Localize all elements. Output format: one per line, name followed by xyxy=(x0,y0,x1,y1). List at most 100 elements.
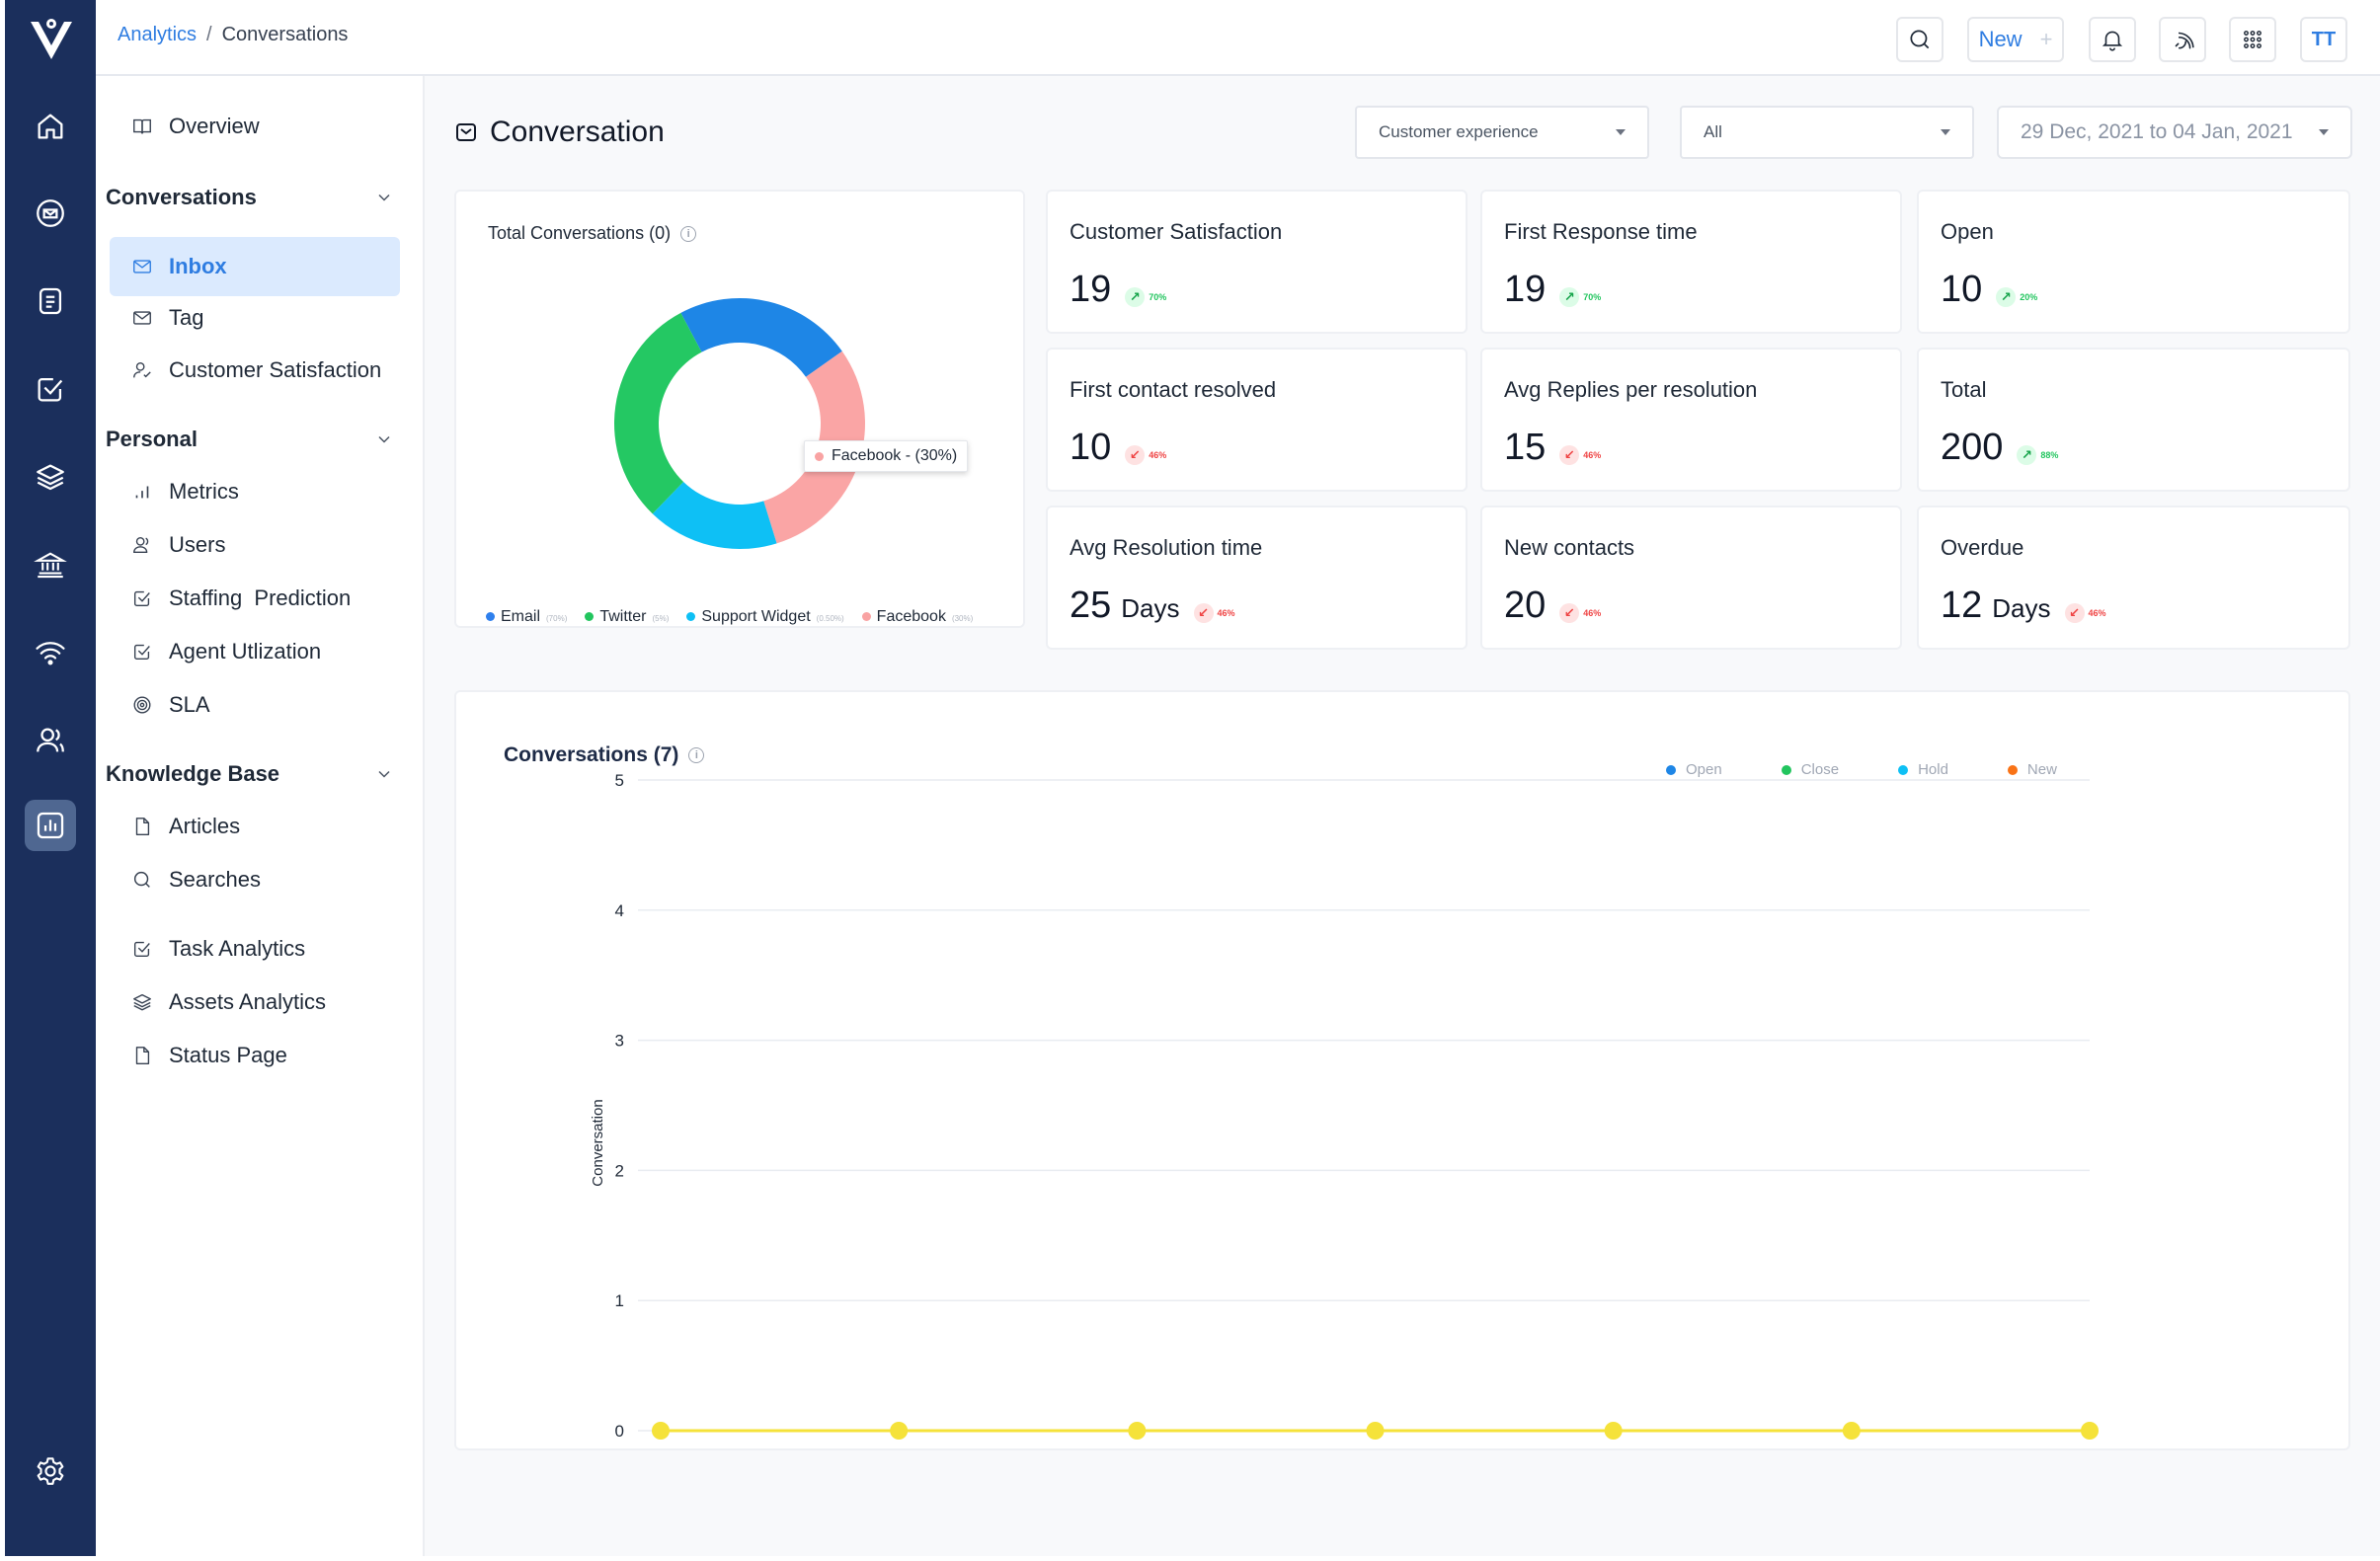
document-icon[interactable] xyxy=(25,275,76,327)
trend-badge: ↙ 46% xyxy=(1559,445,1601,465)
sidebar-item-customer-satisfaction[interactable]: Customer Satisfaction xyxy=(131,355,381,385)
sidebar-item-label: Inbox xyxy=(169,254,227,278)
sidebar-item-tag[interactable]: Tag xyxy=(131,303,203,333)
sidebar-item-label: Tag xyxy=(169,305,204,330)
date-range-picker[interactable]: 29 Dec, 2021 to 04 Jan, 2021 xyxy=(1997,106,2352,159)
bank-icon[interactable] xyxy=(25,539,76,590)
donut-slice[interactable] xyxy=(680,298,842,377)
analytics-icon[interactable] xyxy=(25,800,76,851)
chart-legend-item[interactable]: Close xyxy=(1781,761,1839,778)
legend-item[interactable]: Facebook (30%) xyxy=(861,608,973,626)
stat-card: First Response time 19 ↗ 70% xyxy=(1480,190,1902,334)
sidebar-item-agent-utilization[interactable]: Agent Utlization xyxy=(131,637,321,666)
sidebar-item-status-page[interactable]: Status Page xyxy=(131,1041,287,1070)
sidebar-item-articles[interactable]: Articles xyxy=(131,812,240,841)
donut-legend: Email (70%) Twitter (5%) Support Widget (0.50… xyxy=(486,608,973,626)
apps-grid-button[interactable] xyxy=(2229,17,2276,62)
home-icon[interactable] xyxy=(25,101,76,152)
section-title: Conversations xyxy=(106,185,257,209)
section-conversations[interactable]: Conversations xyxy=(106,183,394,212)
legend-percent: (70%) xyxy=(546,614,568,623)
scope-select[interactable]: All xyxy=(1680,106,1974,159)
legend-item[interactable]: Twitter (5%) xyxy=(585,608,669,626)
sidebar-item-searches[interactable]: Searches xyxy=(131,865,261,895)
wifi-icon[interactable] xyxy=(25,627,76,678)
settings-gear-icon[interactable] xyxy=(25,1445,76,1497)
sidebar-item-users[interactable]: Users xyxy=(131,530,225,560)
breadcrumb-analytics-link[interactable]: Analytics xyxy=(118,24,198,45)
layers-icon[interactable] xyxy=(25,451,76,503)
stat-card: Overdue 12 Days ↙ 46% xyxy=(1917,506,2350,650)
chart-legend-item[interactable]: Hold xyxy=(1898,761,1948,778)
inbox-icon[interactable] xyxy=(25,188,76,239)
user-avatar[interactable]: TT xyxy=(2300,17,2347,62)
sidebar-item-label: Overview xyxy=(169,114,260,138)
sidebar-item-inbox[interactable]: Inbox xyxy=(131,252,227,281)
contacts-icon[interactable] xyxy=(25,715,76,766)
data-point[interactable] xyxy=(652,1422,670,1440)
legend-label: Hold xyxy=(1918,761,1948,778)
y-tick-label: 1 xyxy=(615,1291,624,1310)
sidebar-item-sla[interactable]: SLA xyxy=(131,690,210,720)
caret-down-icon xyxy=(2319,129,2329,135)
chart-legend-item[interactable]: New xyxy=(2007,761,2057,778)
stat-value: 10 xyxy=(1070,427,1112,468)
category-select[interactable]: Customer experience xyxy=(1355,106,1649,159)
sidebar-item-metrics[interactable]: Metrics xyxy=(131,477,239,507)
donut-slice[interactable] xyxy=(614,312,702,514)
data-point[interactable] xyxy=(1842,1422,1861,1440)
stat-value: 12 xyxy=(1941,585,1983,626)
stat-value: 20 xyxy=(1504,585,1547,626)
legend-item[interactable]: Support Widget (0.50%) xyxy=(686,608,844,626)
trend-badge: ↙ 46% xyxy=(1559,603,1601,623)
legend-item[interactable]: Email (70%) xyxy=(486,608,567,626)
donut-tooltip: Facebook - (30%) xyxy=(804,440,969,472)
sidebar-item-task-analytics[interactable]: Task Analytics xyxy=(131,934,305,964)
broadcast-button[interactable] xyxy=(2159,17,2206,62)
sidebar-item-assets-analytics[interactable]: Assets Analytics xyxy=(131,987,326,1017)
sidebar-item-staffing-prediction[interactable]: Staffing Prediction xyxy=(131,584,351,613)
donut-chart[interactable] xyxy=(604,288,876,560)
arrow-down-left-icon: ↙ xyxy=(1193,603,1214,623)
new-button[interactable]: New + xyxy=(1967,17,2064,62)
section-personal[interactable]: Personal xyxy=(106,425,394,454)
y-tick-label: 3 xyxy=(615,1032,624,1051)
date-range-value: 29 Dec, 2021 to 04 Jan, 2021 xyxy=(2021,120,2293,143)
tasks-check-icon[interactable] xyxy=(25,363,76,415)
data-point[interactable] xyxy=(890,1422,909,1440)
legend-label: New xyxy=(2026,761,2057,778)
stat-card: Open 10 ↗ 20% xyxy=(1917,190,2350,334)
legend-swatch xyxy=(1898,764,1909,775)
stat-value-row: 19 ↗ 70% xyxy=(1504,269,1601,311)
legend-swatch xyxy=(1781,764,1791,775)
brand-logo[interactable] xyxy=(29,14,74,63)
donut-slice[interactable] xyxy=(763,351,865,544)
notifications-button[interactable] xyxy=(2089,17,2136,62)
sidebar-item-label: Metrics xyxy=(169,479,239,504)
new-button-label: New xyxy=(1978,27,2023,51)
book-icon xyxy=(133,118,151,134)
sidebar-item-label: Task Analytics xyxy=(169,936,306,961)
sidebar-item-overview[interactable]: Overview xyxy=(131,112,260,141)
search-icon xyxy=(1910,30,1930,49)
info-icon[interactable]: i xyxy=(680,225,697,242)
data-point[interactable] xyxy=(1604,1422,1623,1440)
legend-swatch xyxy=(486,612,495,621)
main-content: Conversation Customer experience All 29 … xyxy=(425,76,2380,1556)
page-title-text: Conversation xyxy=(490,116,665,148)
chart-legend-item[interactable]: Open xyxy=(1666,761,1722,778)
data-point[interactable] xyxy=(1366,1422,1385,1440)
bell-icon xyxy=(2102,31,2123,51)
search-button[interactable] xyxy=(1896,17,1944,62)
legend-swatch xyxy=(2007,764,2018,775)
stat-value: 200 xyxy=(1941,427,2004,468)
info-icon[interactable]: i xyxy=(688,747,705,763)
data-point[interactable] xyxy=(2081,1422,2099,1440)
donut-slice[interactable] xyxy=(652,481,777,549)
chart-title-text: Conversations (7) xyxy=(504,743,679,766)
stat-card: Customer Satisfaction 19 ↗ 70% xyxy=(1046,190,1468,334)
check-square-icon xyxy=(133,941,150,958)
data-point[interactable] xyxy=(1128,1422,1147,1440)
section-knowledge-base[interactable]: Knowledge Base xyxy=(106,759,394,789)
signal-icon xyxy=(2175,32,2194,49)
